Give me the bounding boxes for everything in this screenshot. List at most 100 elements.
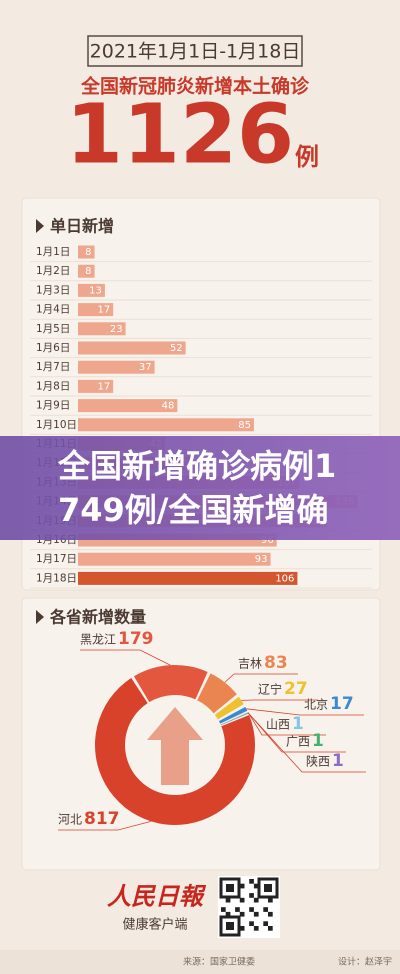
- qr-eye: [226, 884, 234, 892]
- qr-cell: [225, 911, 231, 917]
- donut-slice: [220, 713, 249, 726]
- designer: 设计：赵泽宇: [338, 956, 392, 968]
- category-label: 1月3日: [36, 284, 70, 296]
- donut-slice: [220, 712, 249, 725]
- qr-cell: [268, 911, 273, 917]
- category-label: 1月5日: [36, 323, 70, 335]
- category-label: 1月18日: [36, 572, 77, 584]
- bar: [78, 322, 126, 336]
- province-name: 陕西: [306, 754, 330, 769]
- leader-line: [248, 713, 366, 773]
- donut-slice: [94, 678, 255, 826]
- category-label: 1月1日: [36, 246, 70, 258]
- section-title: 各省新增数量: [49, 608, 146, 627]
- bar: [78, 571, 298, 585]
- value-label: 23: [110, 324, 123, 335]
- leader-line: [246, 708, 364, 716]
- category-label: 1月4日: [36, 304, 70, 316]
- bar: [78, 360, 155, 374]
- province-name: 辽宁: [258, 682, 282, 697]
- qr-eye: [226, 922, 234, 930]
- category-label: 1月7日: [36, 361, 70, 373]
- bar: [78, 341, 186, 355]
- value-label: 96: [261, 535, 274, 546]
- qr-cell: [249, 879, 254, 884]
- value-label: 85: [238, 420, 251, 431]
- value-label: 37: [139, 362, 152, 373]
- qr-cell: [239, 883, 245, 889]
- donut-slice: [220, 712, 249, 726]
- value-label: 8: [85, 266, 91, 277]
- banner-text: 全国新增确诊病例1749例/全国新增确: [58, 447, 337, 529]
- province-name: 北京: [304, 698, 328, 712]
- channel: 健康客户端: [122, 917, 187, 933]
- bar: [78, 283, 105, 297]
- donut-slice: [218, 706, 248, 724]
- category-label: 1月10日: [36, 419, 77, 431]
- province-value: 1: [292, 714, 304, 734]
- category-label: 1月8日: [36, 380, 70, 392]
- qr-cell: [239, 897, 245, 903]
- qr-cell: [263, 921, 268, 926]
- category-label: 1月2日: [36, 265, 70, 277]
- qr-cell: [221, 907, 226, 912]
- value-label: 13: [89, 285, 102, 296]
- category-label: 1月6日: [36, 342, 70, 354]
- province-value: 1: [332, 751, 344, 771]
- qr-cell: [235, 907, 240, 912]
- date-range: 2021年1月1日-1月18日: [90, 41, 301, 63]
- card: [21, 597, 381, 871]
- qr-cell: [268, 926, 273, 931]
- qr-cell: [253, 883, 259, 889]
- category-label: 1月17日: [36, 553, 77, 565]
- leader-line: [58, 820, 152, 831]
- qr-code: [218, 876, 280, 938]
- leader-line: [80, 649, 171, 666]
- qr-cell: [263, 907, 268, 912]
- banner: 全国新增确诊病例1749例/全国新增确: [0, 436, 400, 540]
- heading-marker: [36, 219, 44, 233]
- province-name: 广西: [286, 735, 310, 749]
- province-value: 83: [264, 653, 288, 673]
- qr-cell: [253, 926, 259, 931]
- donut-slice: [214, 696, 244, 720]
- value-label: 93: [255, 554, 268, 565]
- value-label: 17: [97, 305, 110, 316]
- province-value: 17: [330, 694, 354, 714]
- province-name: 山西: [266, 718, 290, 732]
- qr-cell: [249, 921, 254, 926]
- province-name: 河北: [58, 813, 82, 827]
- total: 1126: [66, 87, 294, 182]
- province-value: 817: [84, 809, 120, 829]
- bar: [78, 552, 271, 566]
- category-label: 1月9日: [36, 400, 70, 412]
- province-value: 179: [118, 629, 154, 649]
- value-label: 106: [275, 573, 294, 584]
- qr-cell: [253, 911, 259, 917]
- section-title: 单日新增: [50, 217, 114, 236]
- date-box: [87, 35, 303, 67]
- bar: [78, 399, 178, 413]
- bar: [78, 303, 114, 317]
- value-label: 52: [170, 343, 183, 354]
- qr-cell: [239, 926, 245, 931]
- subtitle: 全国新冠肺炎新增本土确诊: [80, 75, 310, 98]
- qr-eye: [264, 884, 272, 892]
- bar: [78, 245, 95, 259]
- qr-cell: [239, 911, 245, 917]
- arrow: [147, 707, 203, 785]
- unit: 例: [295, 143, 319, 171]
- value-label: 48: [162, 401, 175, 412]
- value-label: 17: [97, 381, 110, 392]
- province-value: 27: [284, 679, 308, 699]
- qr-cell: [225, 897, 231, 903]
- heading-marker: [36, 610, 44, 624]
- province-name: 吉林: [238, 657, 262, 671]
- qr-cell: [249, 907, 254, 912]
- donut-slice: [197, 673, 237, 714]
- bar: [78, 418, 254, 432]
- bar: [78, 264, 95, 278]
- province-name: 黑龙江: [80, 633, 116, 647]
